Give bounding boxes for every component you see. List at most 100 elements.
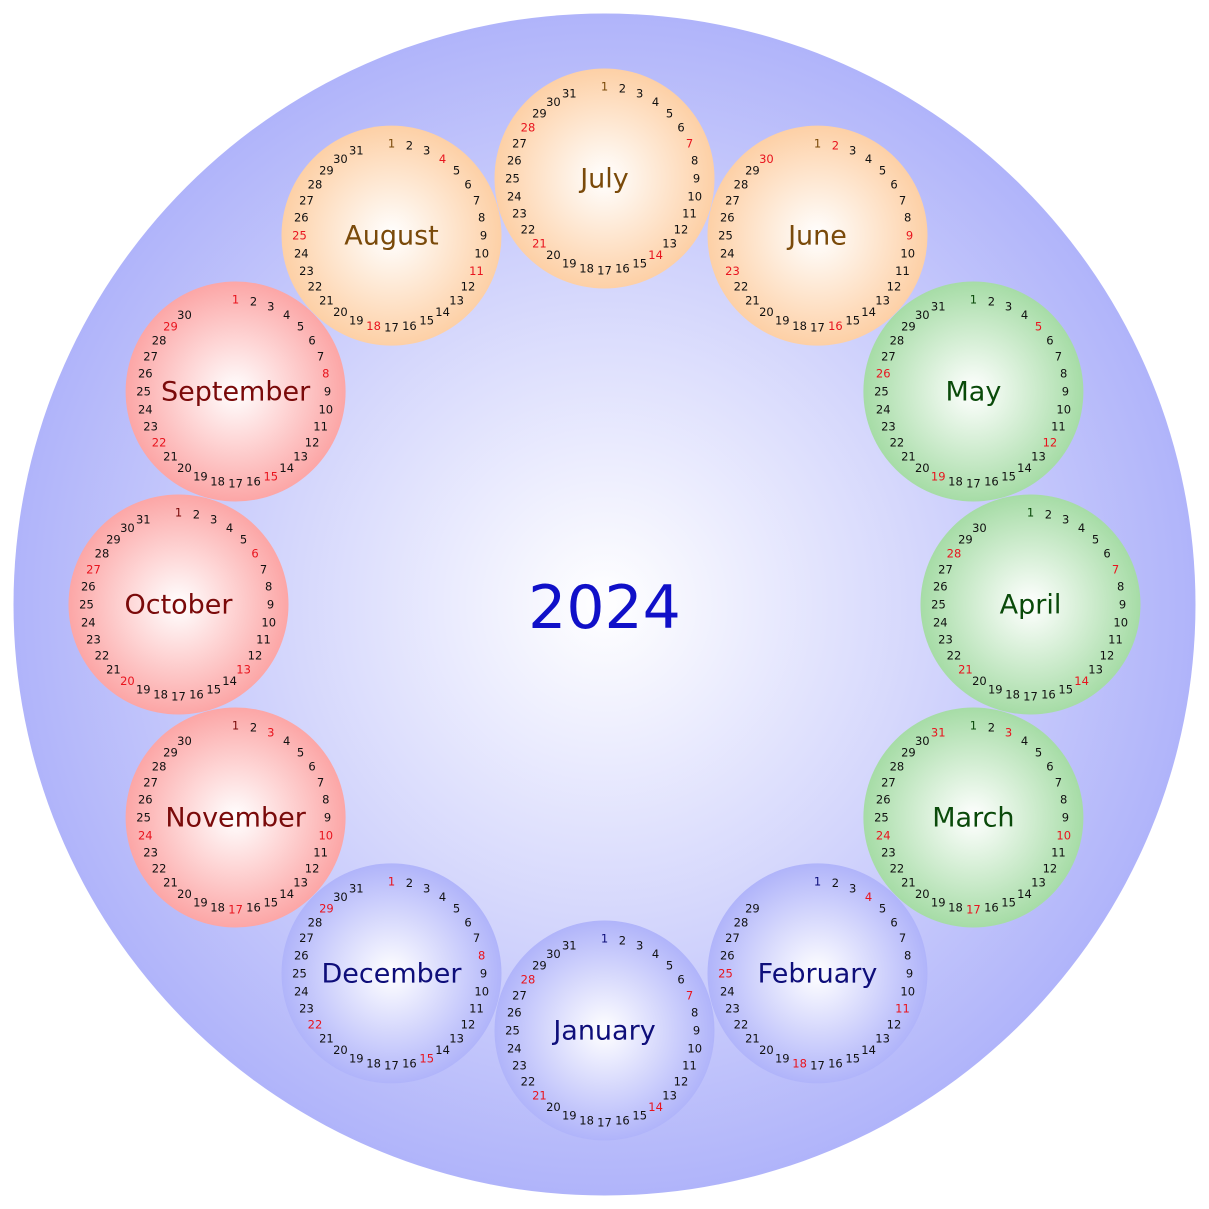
day-number: 9 [267, 598, 274, 612]
day-number: 17 [228, 477, 243, 491]
day-number: 5 [879, 901, 886, 915]
day-number: 29 [745, 901, 760, 915]
day-number: 6 [464, 915, 471, 929]
day-number: 30 [333, 890, 348, 904]
day-number: 16 [828, 319, 843, 333]
day-number: 20 [546, 1100, 561, 1114]
month-disc [125, 707, 346, 928]
day-number: 1 [388, 874, 395, 888]
month-disc [920, 494, 1141, 715]
day-number: 13 [1031, 450, 1046, 464]
day-number: 9 [1062, 385, 1069, 399]
day-number: 8 [691, 1006, 698, 1020]
day-number: 4 [865, 890, 872, 904]
day-number: 9 [1062, 811, 1069, 825]
day-number: 26 [138, 367, 153, 381]
month-disc [863, 707, 1084, 928]
day-number: 1 [601, 80, 608, 94]
day-number: 14 [279, 887, 294, 901]
day-number: 29 [532, 958, 547, 972]
day-number: 15 [419, 1051, 434, 1065]
day-number: 18 [792, 1057, 807, 1071]
day-number: 26 [294, 211, 309, 225]
day-number: 27 [86, 562, 101, 576]
day-number: 18 [366, 1057, 381, 1071]
day-number: 18 [1005, 688, 1020, 702]
day-number: 19 [775, 314, 790, 328]
day-number: 28 [152, 333, 167, 347]
day-number: 13 [293, 876, 308, 890]
day-number: 1 [601, 932, 608, 946]
day-number: 16 [828, 1057, 843, 1071]
day-number: 28 [308, 915, 323, 929]
day-number: 12 [1043, 862, 1058, 876]
day-number: 15 [419, 314, 434, 328]
day-number: 22 [890, 436, 905, 450]
month-name: March [932, 803, 1014, 834]
day-number: 26 [294, 949, 309, 963]
day-number: 5 [1035, 319, 1042, 333]
day-number: 16 [615, 262, 630, 276]
day-number: 20 [177, 461, 192, 475]
day-number: 30 [546, 947, 561, 961]
day-number: 21 [163, 876, 178, 890]
day-number: 30 [546, 95, 561, 109]
day-number: 26 [138, 793, 153, 807]
day-number: 12 [887, 280, 902, 294]
day-number: 15 [1001, 470, 1016, 484]
day-number: 24 [294, 247, 309, 261]
day-number: 13 [662, 1089, 677, 1103]
day-number: 29 [163, 745, 178, 759]
day-number: 14 [648, 1100, 663, 1114]
day-number: 5 [453, 164, 460, 178]
day-number: 4 [1021, 308, 1028, 322]
day-number: 5 [240, 532, 247, 546]
day-number: 3 [1062, 513, 1069, 527]
day-number: 27 [512, 136, 527, 150]
day-number: 28 [308, 178, 323, 192]
month-name: May [945, 377, 1001, 408]
day-number: 2 [619, 81, 626, 95]
day-number: 25 [505, 1024, 520, 1038]
day-number: 6 [1046, 333, 1053, 347]
day-number: 1 [388, 137, 395, 151]
day-number: 20 [759, 1043, 774, 1057]
day-number: 21 [319, 1032, 334, 1046]
day-number: 8 [1060, 367, 1067, 381]
day-number: 23 [881, 846, 896, 860]
day-number: 11 [682, 207, 697, 221]
day-number: 22 [308, 1018, 323, 1032]
day-number: 14 [279, 461, 294, 475]
day-number: 21 [532, 1089, 547, 1103]
day-number: 12 [305, 862, 320, 876]
day-number: 7 [686, 136, 693, 150]
day-number: 13 [1088, 663, 1103, 677]
day-number: 18 [579, 262, 594, 276]
day-number: 6 [308, 759, 315, 773]
day-number: 31 [931, 726, 946, 740]
day-number: 10 [900, 984, 915, 998]
day-number: 3 [636, 87, 643, 101]
day-number: 26 [876, 793, 891, 807]
day-number: 14 [861, 305, 876, 319]
day-number: 11 [1051, 846, 1066, 860]
day-number: 9 [480, 229, 487, 243]
day-number: 10 [318, 402, 333, 416]
day-number: 17 [228, 903, 243, 917]
day-number: 16 [1041, 688, 1056, 702]
day-number: 11 [682, 1059, 697, 1073]
day-number: 31 [562, 87, 577, 101]
day-number: 28 [890, 759, 905, 773]
day-number: 13 [1031, 876, 1046, 890]
day-number: 10 [1056, 828, 1071, 842]
day-number: 19 [193, 896, 208, 910]
day-number: 21 [106, 663, 121, 677]
month-name: November [165, 803, 306, 834]
day-number: 26 [720, 949, 735, 963]
day-number: 4 [283, 734, 290, 748]
day-number: 9 [693, 172, 700, 186]
day-number: 25 [136, 385, 151, 399]
day-number: 14 [1017, 887, 1032, 901]
day-number: 3 [849, 881, 856, 895]
day-number: 23 [143, 420, 158, 434]
